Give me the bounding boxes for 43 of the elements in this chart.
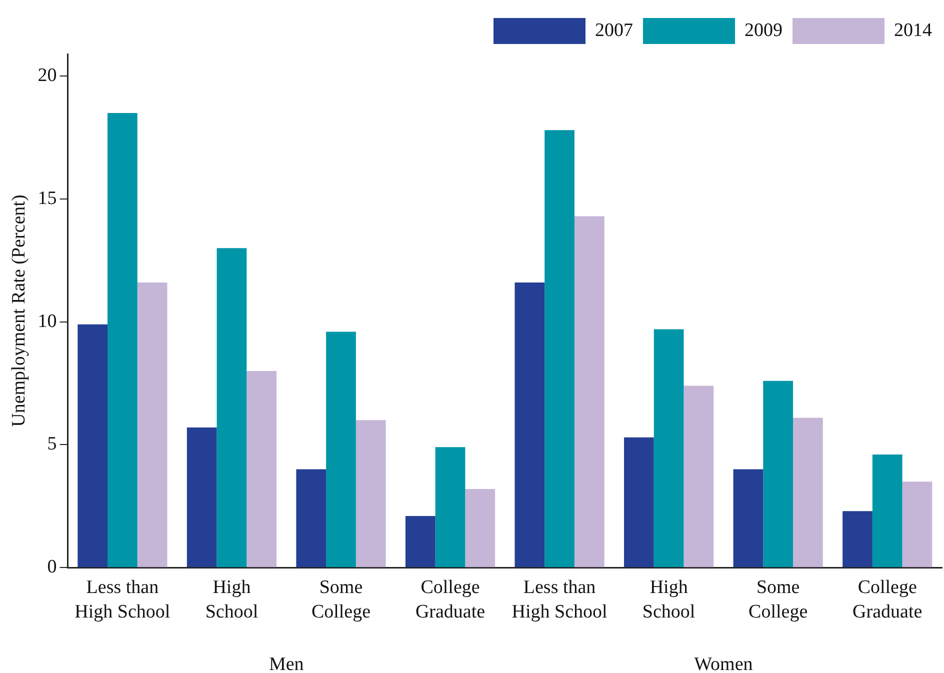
x-tick-label: Less than High School: [74, 576, 170, 623]
bar: [216, 248, 247, 568]
x-tick-label: College Graduate: [415, 576, 486, 623]
y-axis-title: Unemployment Rate (Percent): [8, 194, 30, 427]
bar: [574, 216, 604, 568]
bar: [842, 511, 872, 568]
text: Women: [694, 654, 754, 673]
bar: [733, 469, 764, 568]
x-tick-label: Some College: [748, 576, 808, 623]
x-tick-label: Some College: [311, 576, 371, 623]
bar: [186, 428, 217, 568]
legend-label: 2014: [894, 20, 932, 41]
y-tick-label: 15: [38, 188, 57, 209]
bar: [435, 447, 466, 568]
bar: [684, 386, 714, 568]
y-tick-label: 5: [47, 434, 57, 455]
bar: [544, 130, 574, 568]
x-tick-label: Less than High School: [512, 576, 608, 623]
bar: [763, 380, 794, 568]
bar: [356, 420, 386, 568]
bar: [872, 454, 902, 568]
bar: [296, 469, 326, 568]
x-tick-label: College Graduate: [852, 576, 922, 623]
y-tick-label: 0: [47, 556, 57, 578]
bar: [465, 488, 496, 568]
text: Men: [268, 654, 304, 673]
bar: [793, 418, 823, 568]
bar: [326, 332, 356, 568]
y-tick-label: 20: [38, 65, 57, 86]
bar: [514, 282, 545, 568]
legend-label: 2009: [744, 20, 782, 41]
bar: [246, 371, 277, 568]
x-tick-label: High School: [642, 576, 696, 623]
bar: [108, 112, 138, 568]
bar: [137, 282, 168, 568]
bar: [902, 482, 932, 568]
bar: [624, 437, 654, 568]
bar: [654, 329, 684, 568]
x-tick-label: High School: [205, 576, 258, 623]
bar: [78, 324, 108, 568]
y-tick-label: 10: [38, 310, 57, 332]
legend-label: 2007: [595, 20, 633, 41]
bar: [405, 516, 436, 568]
